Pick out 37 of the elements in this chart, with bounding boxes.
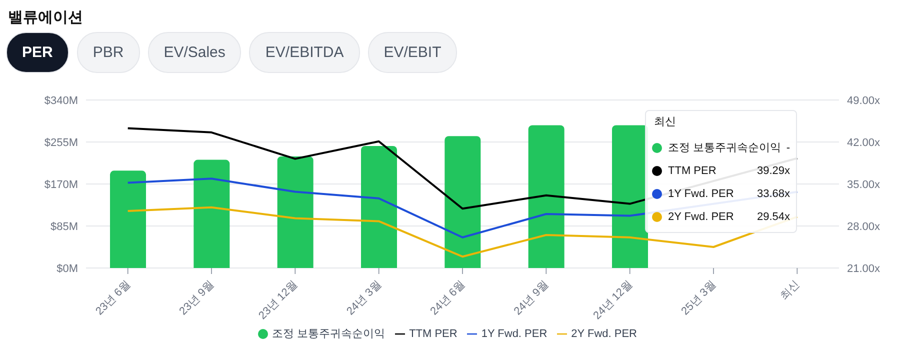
text: EV/Sales bbox=[148, 32, 242, 73]
legend-label: 조정 보통주귀속순이익 bbox=[272, 328, 386, 340]
y-tick-label: $170M bbox=[44, 178, 78, 191]
annotation: - bbox=[786, 142, 790, 154]
y-tick-label: $0M bbox=[56, 262, 78, 275]
y-tick-label: $85M bbox=[50, 220, 78, 233]
bar bbox=[444, 136, 481, 268]
chart-title: 밸류에이션 bbox=[8, 8, 83, 27]
y2-tick-label: 42.00x bbox=[847, 136, 881, 149]
annotation: 33.68x bbox=[756, 188, 790, 200]
annotation: 2Y Fwd. PER bbox=[668, 210, 735, 222]
bar bbox=[528, 125, 564, 268]
text: PER bbox=[6, 32, 69, 73]
bar bbox=[361, 146, 397, 268]
annotation: TTM PER bbox=[668, 164, 718, 176]
legend-label: 1Y Fwd. PER bbox=[481, 328, 548, 340]
text: EV/EBITDA bbox=[249, 32, 360, 73]
text: EV/EBIT bbox=[368, 32, 458, 73]
y-tick-label: $340M bbox=[44, 94, 78, 107]
annotation: 최신 bbox=[653, 115, 677, 130]
bar bbox=[194, 160, 230, 268]
legend-label: TTM PER bbox=[409, 328, 458, 340]
y2-tick-label: 49.00x bbox=[847, 94, 881, 107]
line-series bbox=[126, 206, 798, 258]
y2-tick-label: 21.00x bbox=[847, 262, 881, 275]
annotation: 29.54x bbox=[756, 210, 790, 222]
annotation: 1Y Fwd. PER bbox=[668, 188, 735, 200]
annotation: 조정 보통주귀속순이익 bbox=[668, 141, 782, 155]
y2-tick-label: 35.00x bbox=[847, 178, 881, 191]
y2-tick-label: 28.00x bbox=[847, 220, 881, 233]
annotation: 39.29x bbox=[756, 164, 790, 176]
bar bbox=[110, 170, 146, 268]
y-tick-label: $255M bbox=[44, 136, 78, 149]
x-tick-label: 최신 bbox=[778, 278, 802, 303]
legend-label: 2Y Fwd. PER bbox=[571, 328, 637, 340]
text: PBR bbox=[76, 32, 140, 73]
bar bbox=[277, 156, 314, 268]
